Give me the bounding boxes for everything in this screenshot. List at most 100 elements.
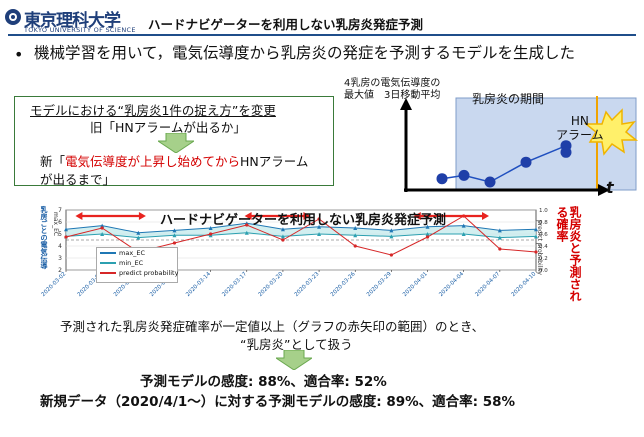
range-arrow-right-head bbox=[138, 212, 146, 220]
result-new-data: 新規データ（2020/4/1～）に対する予測モデルの感度: 89%、適合率: 5… bbox=[40, 394, 516, 410]
chart-ylabel-right-small: predict probability bbox=[536, 220, 543, 275]
time-axis-label: t bbox=[606, 178, 614, 197]
min-ec-point bbox=[461, 232, 466, 236]
min-ec-point bbox=[425, 232, 430, 236]
schematic-point bbox=[520, 156, 532, 168]
new-definition-highlight: 電気伝導度が上昇し始めてから bbox=[65, 154, 241, 169]
range-arrow-left-head bbox=[413, 212, 421, 220]
max-ec-line bbox=[65, 222, 537, 234]
range-arrow-right-head bbox=[303, 212, 311, 220]
new-definition-prefix: 新「 bbox=[40, 154, 66, 169]
legend-label-max: max_EC bbox=[119, 249, 146, 257]
schematic-point bbox=[560, 146, 572, 158]
title-divider bbox=[8, 34, 636, 36]
new-definition-suffix: HNアラームが出るまで」 bbox=[40, 154, 309, 187]
legend-label-prob: predict probability bbox=[119, 269, 179, 277]
min-ec-point bbox=[497, 235, 502, 240]
y-right-tick: 1.0 bbox=[539, 208, 548, 214]
hn-alarm-label: HN アラーム bbox=[556, 114, 604, 142]
probability-point bbox=[281, 238, 285, 242]
max-ec-point bbox=[172, 228, 177, 233]
definition-change-box bbox=[14, 96, 334, 186]
schematic-point bbox=[436, 173, 448, 185]
change-heading: モデルにおける“乳房炎1件の捉え方”を変更 bbox=[30, 103, 276, 118]
ec-band bbox=[66, 223, 536, 238]
min-ec-line bbox=[65, 232, 537, 239]
max-ec-point bbox=[534, 227, 538, 232]
range-arrow-left-head bbox=[75, 212, 83, 220]
y-left-tick: 5 bbox=[58, 231, 62, 238]
y-right-tick: 0.2 bbox=[539, 256, 548, 262]
probability-point bbox=[100, 226, 104, 230]
chart-legend: max_EC min_EC predict probability bbox=[96, 247, 178, 283]
y-left-tick: 4 bbox=[58, 243, 62, 250]
min-ec-point bbox=[136, 235, 141, 240]
max-ec-point bbox=[461, 223, 466, 228]
x-axis-arrowhead bbox=[598, 184, 610, 196]
min-ec-point bbox=[534, 234, 538, 239]
down-arrow-icon bbox=[276, 350, 312, 370]
probability-point bbox=[353, 244, 357, 248]
x-tick-label: 2020-03-29 bbox=[366, 271, 393, 298]
probability-point bbox=[64, 235, 68, 239]
x-tick-label: 2020-04-07 bbox=[474, 271, 501, 298]
min-ec-point bbox=[100, 232, 105, 236]
x-tick-label: 2020-03-23 bbox=[294, 271, 321, 298]
logo-name: 東京理科大学 bbox=[24, 11, 121, 31]
range-arrow-right-head bbox=[482, 212, 489, 220]
schematic-point bbox=[458, 169, 470, 181]
max-ec-point bbox=[64, 227, 68, 232]
bullet-icon: • bbox=[14, 45, 24, 64]
y-right-tick: 0.8 bbox=[539, 220, 548, 226]
y-left-tick: 7 bbox=[58, 207, 62, 214]
schematic-ylabel: 4乳房の電気伝導度の 最大値 3日移動平均 bbox=[344, 78, 440, 102]
y-right-tick: 0.6 bbox=[539, 232, 548, 238]
y-axis-arrowhead bbox=[400, 98, 412, 110]
chart-ylabel-left: 乳房ごとの電気伝導 bbox=[40, 206, 48, 269]
schematic-ylabel-line1: 4乳房の電気伝導度の bbox=[344, 78, 441, 89]
probability-point bbox=[172, 241, 177, 245]
min-ec-point bbox=[353, 233, 358, 238]
max-ec-point bbox=[425, 224, 430, 229]
down-arrow-icon bbox=[158, 133, 194, 153]
x-tick-label: 2020-03-17 bbox=[221, 271, 248, 298]
alarm-starburst-icon bbox=[583, 108, 639, 156]
threshold-note-2: “乳房炎”として扱う bbox=[240, 337, 353, 352]
schematic-point bbox=[484, 176, 496, 188]
probability-point bbox=[498, 247, 502, 251]
min-ec-point bbox=[389, 234, 394, 239]
logo-subtitle: TOKYO UNIVERSITY OF SCIENCE bbox=[24, 26, 136, 34]
legend-item-min: min_EC bbox=[97, 258, 177, 268]
y-right-tick: 0.0 bbox=[539, 268, 548, 274]
max-ec-point bbox=[389, 228, 394, 233]
probability-point bbox=[425, 235, 430, 239]
legend-item-prob: predict probability bbox=[97, 268, 179, 278]
x-tick-label: 2020-03-20 bbox=[257, 271, 284, 298]
min-ec-point bbox=[172, 233, 177, 238]
bullet-text: 機械学習を用いて，電気伝導度から乳房炎の発症を予測するモデルを生成した bbox=[34, 44, 575, 62]
chart-ylabel-left-small: max_EC bbox=[52, 212, 59, 237]
legend-item-max: max_EC bbox=[97, 248, 177, 258]
logo-mark-icon bbox=[5, 9, 21, 25]
probability-point bbox=[245, 223, 249, 227]
max-ec-point bbox=[497, 228, 502, 233]
y-left-tick: 2 bbox=[58, 267, 62, 274]
max-ec-point bbox=[100, 223, 105, 228]
threshold-note: 予測された乳房炎発症確率が一定値以上（グラフの赤矢印の範囲）のとき、 bbox=[60, 319, 485, 334]
chart-ylabel-right: 乳房炎と予測される確率 bbox=[555, 206, 582, 302]
max-ec-point bbox=[353, 226, 358, 230]
university-logo: 東京理科大学 TOKYO UNIVERSITY OF SCIENCE bbox=[4, 6, 136, 40]
min-ec-point bbox=[244, 230, 249, 235]
probability-point bbox=[317, 217, 321, 221]
min-ec-point bbox=[280, 234, 285, 239]
range-arrow-left-head bbox=[244, 212, 252, 220]
probability-point bbox=[389, 253, 393, 257]
y-right-tick: 0.4 bbox=[539, 244, 548, 250]
x-tick-label: 2020-03-14 bbox=[185, 271, 212, 298]
max-ec-point bbox=[280, 227, 285, 232]
y-left-tick: 3 bbox=[58, 255, 62, 262]
hn-alarm-line2: アラーム bbox=[556, 128, 604, 142]
max-ec-point bbox=[208, 226, 213, 230]
max-ec-point bbox=[136, 230, 141, 235]
old-definition: 旧「HNアラームが出るか」 bbox=[90, 120, 246, 135]
